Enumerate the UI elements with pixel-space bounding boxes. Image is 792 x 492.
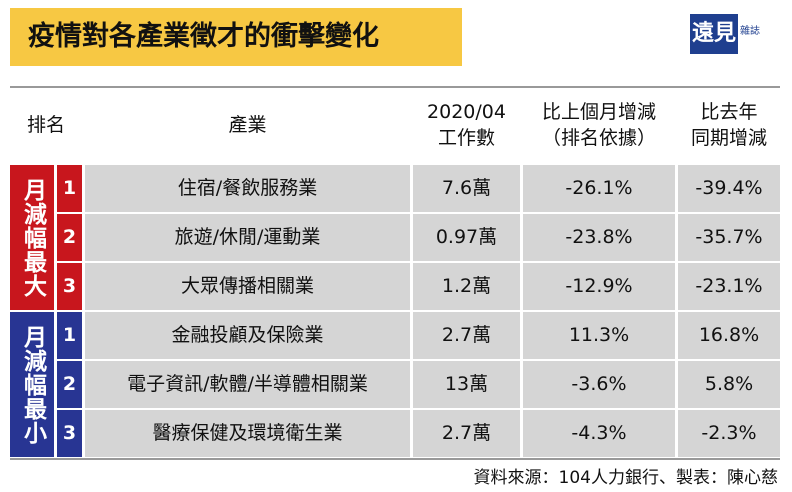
logo-sub: 雜誌 <box>740 26 760 37</box>
column-header: 2020/04 工作數 <box>413 88 520 164</box>
table-cell: -12.9% <box>523 263 675 310</box>
header-line: 排名 <box>26 114 65 137</box>
table-cell: -2.3% <box>678 410 780 457</box>
column-header: 比去年 同期增減 <box>678 88 780 164</box>
rank: 2 <box>57 214 82 261</box>
table-cell: 16.8% <box>678 312 780 359</box>
title: 疫情對各產業徵才的衝擊變化 <box>28 21 379 52</box>
table-bottom-rule <box>10 458 780 460</box>
group-label: 月減幅最大 <box>10 165 54 310</box>
rank: 2 <box>57 361 82 408</box>
table-cell: 5.8% <box>678 361 780 408</box>
table-cell: -4.3% <box>523 410 675 457</box>
table-cell: 13萬 <box>413 361 520 408</box>
table-cell: 住宿/餐飲服務業 <box>85 165 410 212</box>
table-cell: 2.7萬 <box>413 312 520 359</box>
table-cell: -39.4% <box>678 165 780 212</box>
table-cell: 1.2萬 <box>413 263 520 310</box>
column-header: 比上個月增減 （排名依據） <box>523 88 675 164</box>
header-line: 同期增減 <box>690 127 767 149</box>
group-label: 月減幅最小 <box>10 312 54 457</box>
column-header: 排名 <box>10 88 82 164</box>
rank: 3 <box>57 263 82 310</box>
footer-source: 資料來源：104人力銀行、製表：陳心慈 <box>473 468 778 488</box>
table-cell: -26.1% <box>523 165 675 212</box>
table-cell: -35.7% <box>678 214 780 261</box>
table-cell: 醫療保健及環境衛生業 <box>85 410 410 457</box>
table-cell: 11.3% <box>523 312 675 359</box>
table-top-rule <box>10 86 780 88</box>
header-line: 產業 <box>228 114 267 137</box>
title-box <box>10 8 462 66</box>
table-cell: 2.7萬 <box>413 410 520 457</box>
header-line: 2020/04 <box>427 101 506 124</box>
table-cell: 大眾傳播相關業 <box>85 263 410 310</box>
column-header: 產業 <box>85 88 410 164</box>
logo: 遠見 <box>690 14 738 54</box>
header-line: 比上個月增減 <box>541 101 656 124</box>
table-cell: 0.97萬 <box>413 214 520 261</box>
header-line: 比去年 <box>700 101 758 124</box>
rank: 1 <box>57 165 82 212</box>
rank: 3 <box>57 410 82 457</box>
header-line: （排名依據） <box>541 127 656 149</box>
table-cell: -23.8% <box>523 214 675 261</box>
table-cell: 7.6萬 <box>413 165 520 212</box>
table-cell: -23.1% <box>678 263 780 310</box>
table-cell: 金融投顧及保險業 <box>85 312 410 359</box>
table-cell: 旅遊/休閒/運動業 <box>85 214 410 261</box>
header-line: 工作數 <box>437 127 495 149</box>
table-cell: -3.6% <box>523 361 675 408</box>
table-cell: 電子資訊/軟體/半導體相關業 <box>85 361 410 408</box>
rank: 1 <box>57 312 82 359</box>
